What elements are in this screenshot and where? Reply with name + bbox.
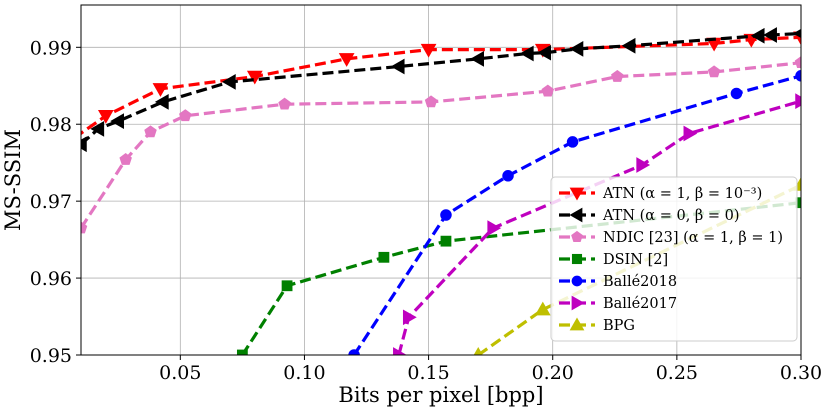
legend-label: Ballé2018 <box>603 274 677 290</box>
data-point <box>81 136 87 153</box>
series-line <box>81 35 801 136</box>
x-tick-label: 0.25 <box>656 362 698 384</box>
x-tick-label: 0.05 <box>159 362 201 384</box>
x-tick-label: 0.15 <box>407 362 449 384</box>
y-tick-label: 0.96 <box>30 268 72 290</box>
data-point <box>152 83 169 97</box>
y-tick-label: 0.95 <box>30 345 72 367</box>
data-point <box>154 94 169 110</box>
data-point <box>278 97 291 110</box>
legend-marker <box>571 230 583 242</box>
data-point <box>81 221 88 234</box>
data-point <box>402 309 417 326</box>
data-point <box>97 110 114 124</box>
axes-ticks: 0.05 0.10 0.15 0.20 0.25 0.30 0.95 0.96 0.97 0.98… <box>30 37 822 384</box>
data-point <box>763 27 777 43</box>
data-point <box>281 280 293 292</box>
data-point <box>119 153 132 165</box>
legend-item: NDIC [23] (α = 1, β = 1) <box>559 230 783 246</box>
data-point <box>110 113 124 130</box>
data-point <box>348 349 360 355</box>
data-point <box>750 27 765 44</box>
legend-marker <box>569 187 585 201</box>
data-point <box>470 50 484 67</box>
y-tick-label: 0.99 <box>30 37 72 59</box>
series-0 <box>54 31 801 154</box>
data-point <box>236 349 248 355</box>
series-4 <box>348 70 801 355</box>
data-point <box>338 53 355 67</box>
legend-item: Ballé2017 <box>559 295 677 312</box>
legend-label: BPG <box>603 318 635 334</box>
data-point <box>621 37 636 54</box>
data-point <box>440 209 452 221</box>
legend-item: DSIN [2] <box>559 252 668 268</box>
x-axis-label: Bits per pixel [bpp] <box>338 383 543 407</box>
data-point <box>636 157 651 173</box>
axes-frame <box>80 4 802 356</box>
plot-frame <box>80 4 802 356</box>
data-point <box>390 58 405 75</box>
legend-item: BPG <box>559 317 635 334</box>
data-point <box>534 301 551 316</box>
data-point <box>541 84 555 97</box>
data-point <box>730 87 743 100</box>
data-point <box>792 28 801 39</box>
data-point <box>424 95 438 108</box>
data-point <box>502 170 514 182</box>
series-2 <box>81 56 801 234</box>
data-point <box>393 347 407 355</box>
legend-marker <box>571 253 583 265</box>
legend-label: ATN (α = 1, β = 10⁻³) <box>602 186 762 202</box>
legend-label: ATN (α = 0, β = 0) <box>602 208 740 224</box>
x-tick-label: 0.10 <box>283 362 325 384</box>
data-point <box>683 125 698 142</box>
data-point <box>420 43 437 58</box>
data-point <box>144 125 157 138</box>
data-point <box>221 74 236 90</box>
series-3 <box>236 197 801 355</box>
legend-box <box>550 176 798 342</box>
data-point <box>795 93 801 110</box>
x-tick-label: 0.20 <box>532 362 574 384</box>
data-point <box>487 220 502 236</box>
legend-label: NDIC [23] (α = 1, β = 1) <box>603 230 783 246</box>
legend-label: Ballé2017 <box>603 296 677 312</box>
x-tick-label: 0.30 <box>780 362 822 384</box>
legend-marker <box>571 295 585 311</box>
y-tick-label: 0.97 <box>30 191 72 213</box>
data-point <box>794 56 801 69</box>
data-point <box>473 346 483 355</box>
legend-item: ATN (α = 0, β = 0) <box>559 207 740 224</box>
data-point <box>179 109 192 122</box>
series-1 <box>81 27 801 153</box>
legend-item: Ballé2018 <box>559 274 677 290</box>
data-point <box>246 70 263 85</box>
series-line <box>352 74 801 355</box>
data-point <box>54 142 68 154</box>
legend-marker <box>571 275 583 287</box>
data-point <box>707 65 721 78</box>
legend-label: DSIN [2] <box>603 252 668 268</box>
series-line <box>477 183 801 355</box>
data-point <box>569 40 584 57</box>
data-point <box>566 136 579 148</box>
data-point <box>537 44 552 61</box>
legend-item: ATN (α = 1, β = 10⁻³) <box>559 186 762 202</box>
data-point <box>378 251 390 263</box>
data-point <box>440 235 452 247</box>
legend-marker <box>569 207 583 223</box>
series-line <box>81 61 801 229</box>
series-line <box>81 31 801 146</box>
data-point <box>519 45 534 62</box>
data-point <box>795 70 801 82</box>
y-axis-label: MS-SSIM <box>1 129 25 231</box>
y-tick-label: 0.98 <box>30 114 72 136</box>
data-point <box>90 120 105 137</box>
legend-marker <box>569 317 585 331</box>
data-point <box>611 69 624 82</box>
legend: ATN (α = 1, β = 10⁻³) ATN (α = 0, β = 0) N… <box>550 176 798 342</box>
